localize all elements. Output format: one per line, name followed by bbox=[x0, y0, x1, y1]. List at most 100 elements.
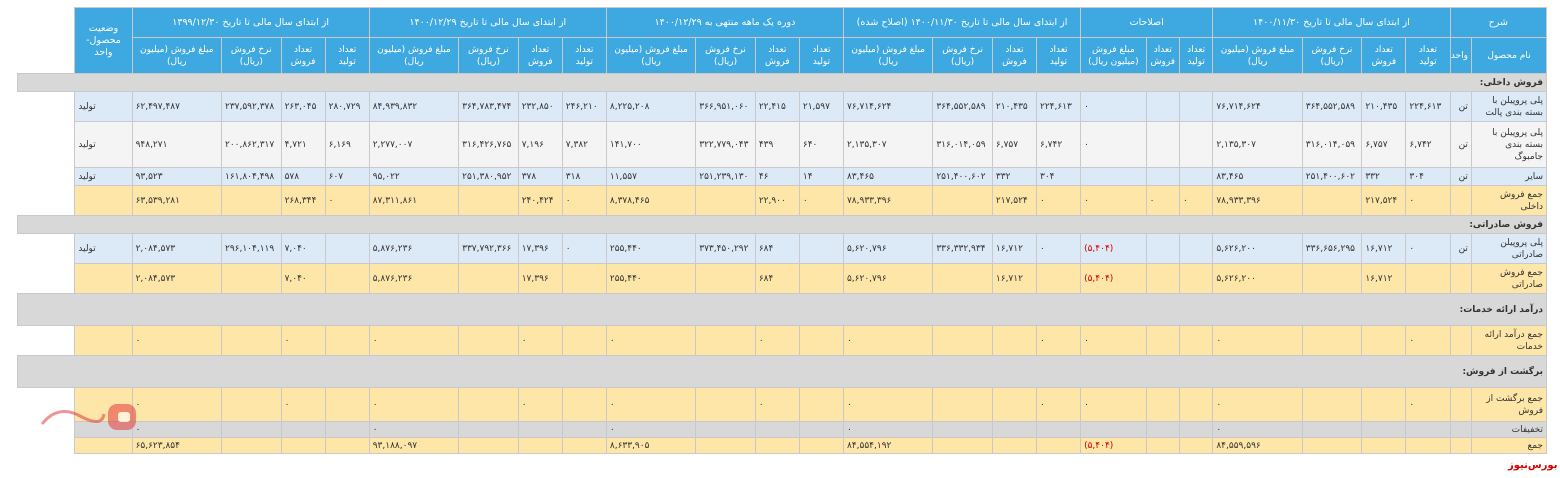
status-cell: تولید bbox=[74, 233, 133, 264]
table-row: تخفیفات ۰ ۰ ۰ ۰ ۰ bbox=[18, 421, 1548, 438]
value-cell: ۲۱,۵۹۷ bbox=[798, 91, 844, 122]
table-row: پلی پروپیلن با بسته بندی پالت تن ۲۲۴,۶۱۳ ۲۱… bbox=[18, 91, 1548, 122]
value-cell bbox=[1178, 121, 1214, 168]
value-cell bbox=[561, 437, 607, 454]
value-cell bbox=[324, 437, 370, 454]
sales-report-table-container: شرح از ابتدای سال مالی تا تاریخ ۱۴۰۰/۱۱/۳… bbox=[17, 7, 1548, 454]
table-row: جمع فروش صادراتی ۱۶,۷۱۲ ۵,۶۲۶,۲۰۰ (۵,۴۰۴) ۱۶… bbox=[18, 263, 1548, 294]
value-cell: ۵۷۸ bbox=[280, 167, 326, 186]
value-cell bbox=[220, 387, 282, 422]
status-cell: تولید bbox=[74, 121, 133, 168]
value-cell bbox=[991, 437, 1037, 454]
value-cell: ۸,۳۷۸,۴۶۵ bbox=[605, 185, 697, 216]
value-cell: ۲۲,۹۰۰ bbox=[754, 185, 800, 216]
value-cell bbox=[1405, 263, 1451, 294]
value-cell: ۸۴,۵۵۹,۵۹۶ bbox=[1212, 437, 1303, 454]
value-cell: ۶۲,۴۹۷,۴۸۷ bbox=[131, 91, 222, 122]
value-cell: (۵,۴۰۴) bbox=[1080, 437, 1147, 454]
value-cell: ۷۶,۷۱۴,۶۲۴ bbox=[842, 91, 934, 122]
table-row: پلی پروپیلن با بسته بندی جامبوگ تن ۶,۷۴۲ ۶,… bbox=[18, 121, 1548, 168]
header-sub-amount: مبلغ فروش (میلیون ریال) bbox=[842, 37, 934, 74]
header-sub-rate: نرخ فروش (ریال) bbox=[695, 37, 756, 74]
value-cell: ۰ bbox=[605, 387, 697, 422]
value-cell: ۲۵۱,۴۰۰,۶۰۲ bbox=[932, 167, 993, 186]
value-cell: ۱۷,۳۹۶ bbox=[517, 233, 563, 264]
value-cell: ۲۱۷,۵۲۴ bbox=[991, 185, 1037, 216]
product-name-cell: تخفیفات bbox=[1470, 421, 1548, 438]
value-cell bbox=[695, 437, 756, 454]
value-cell: ۲۲,۴۱۵ bbox=[754, 91, 800, 122]
value-cell: ۰ bbox=[1405, 387, 1451, 422]
value-cell: ۳۱۶,۰۱۴,۰۵۹ bbox=[1301, 121, 1363, 168]
value-cell bbox=[1145, 121, 1180, 168]
value-cell: ۰ bbox=[517, 387, 563, 422]
product-name-cell: پلی پروپیلن با بسته بندی پالت bbox=[1470, 91, 1548, 122]
header-sub-amount: مبلغ فروش (میلیون ریال) bbox=[605, 37, 697, 74]
value-cell bbox=[932, 263, 993, 294]
header-row-sub: نام محصول واحد تعداد تولید تعداد فروش نرخ فر… bbox=[18, 37, 1548, 74]
value-cell bbox=[458, 263, 519, 294]
value-cell: ۵,۸۷۶,۲۳۶ bbox=[368, 233, 460, 264]
value-cell: ۷۸,۹۳۳,۳۹۶ bbox=[842, 185, 934, 216]
value-cell: ۲۵۱,۴۰۰,۶۰۲ bbox=[1301, 167, 1363, 186]
value-cell: ۸,۶۳۳,۹۰۵ bbox=[605, 437, 697, 454]
header-status: وضعیت محصول- واحد bbox=[74, 7, 133, 74]
value-cell: ۳۶۶,۹۵۱,۰۶۰ bbox=[695, 91, 756, 122]
value-cell: ۶۴۰ bbox=[798, 121, 844, 168]
value-cell bbox=[1178, 233, 1214, 264]
value-cell: ۰ bbox=[1035, 185, 1082, 216]
section-label: فروش داخلی: bbox=[17, 73, 1547, 92]
value-cell bbox=[1301, 325, 1363, 356]
unit-cell: تن bbox=[1449, 91, 1472, 122]
value-cell bbox=[324, 325, 370, 356]
value-cell bbox=[991, 325, 1037, 356]
value-cell: ۱۴۱,۷۰۰ bbox=[605, 121, 697, 168]
value-cell: ۱۴ bbox=[798, 167, 844, 186]
value-cell bbox=[932, 185, 993, 216]
value-cell: ۲۳۲,۸۵۰ bbox=[517, 91, 563, 122]
value-cell bbox=[1361, 437, 1407, 454]
value-cell: ۲۲۴,۶۱۳ bbox=[1405, 91, 1451, 122]
value-cell bbox=[1361, 325, 1407, 356]
value-cell bbox=[324, 421, 370, 438]
table-row: فروش داخلی: bbox=[17, 73, 1547, 92]
header-sub-prod-qty: تعداد تولید bbox=[561, 37, 607, 74]
value-cell: ۰ bbox=[1080, 325, 1147, 356]
section-label: فروش صادراتی: bbox=[17, 215, 1547, 234]
value-cell: ۲۴۶,۲۱۰ bbox=[561, 91, 607, 122]
value-cell: ۷,۳۸۲ bbox=[561, 121, 607, 168]
value-cell: ۰ bbox=[605, 421, 697, 438]
value-cell bbox=[1361, 421, 1407, 438]
value-cell: ۵,۶۲۶,۲۰۰ bbox=[1212, 233, 1303, 264]
value-cell: ۱۷,۳۹۶ bbox=[517, 263, 563, 294]
value-cell bbox=[1035, 421, 1082, 438]
value-cell bbox=[695, 387, 756, 422]
header-sub-rate: نرخ فروش (ریال) bbox=[932, 37, 993, 74]
value-cell bbox=[1178, 387, 1214, 422]
value-cell: ۲۵۵,۴۴۰ bbox=[605, 233, 697, 264]
value-cell bbox=[754, 437, 800, 454]
value-cell bbox=[695, 185, 756, 216]
value-cell: ۳۰۴ bbox=[1035, 167, 1082, 186]
value-cell: ۰ bbox=[1212, 421, 1303, 438]
value-cell: ۰ bbox=[131, 387, 222, 422]
value-cell: ۰ bbox=[605, 325, 697, 356]
status-cell bbox=[74, 421, 133, 438]
product-name-cell: سایر bbox=[1470, 167, 1548, 186]
status-cell: تولید bbox=[74, 91, 133, 122]
value-cell: ۹۵,۰۲۲ bbox=[368, 167, 460, 186]
value-cell: ۲۸۰,۷۲۹ bbox=[324, 91, 370, 122]
value-cell bbox=[561, 421, 607, 438]
value-cell bbox=[280, 437, 326, 454]
product-name-cell: جمع bbox=[1470, 437, 1548, 454]
value-cell: ۰ bbox=[754, 387, 800, 422]
value-cell: ۶,۷۴۲ bbox=[1035, 121, 1082, 168]
value-cell bbox=[220, 185, 282, 216]
value-cell: ۷,۰۴۰ bbox=[280, 263, 326, 294]
table-row: جمع برگشت از فروش ۰ ۰ ۰ ۰ ۰ ۰ ۰ ۰ ۰ ۰ ۰ bbox=[18, 387, 1548, 422]
value-cell: ۳۳۷,۷۹۲,۳۶۶ bbox=[458, 233, 519, 264]
status-cell bbox=[74, 185, 133, 216]
value-cell: ۶,۷۵۷ bbox=[991, 121, 1037, 168]
value-cell bbox=[1145, 263, 1180, 294]
table-row: جمع ۸۴,۵۵۹,۵۹۶ (۵,۴۰۴) ۸۴,۵۵۴,۱۹۲ ۸,۶۳۳,۹۰۵ ۹… bbox=[18, 437, 1548, 454]
